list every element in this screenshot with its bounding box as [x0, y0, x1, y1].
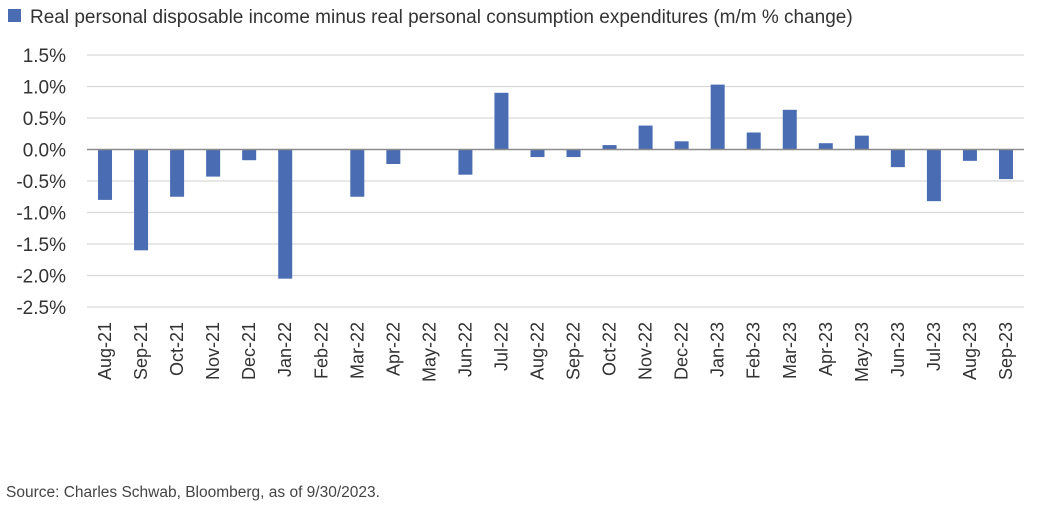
x-tick-label: May-23: [852, 322, 872, 382]
bar-apr-22: [386, 149, 401, 164]
x-tick-label: Nov-22: [636, 322, 656, 380]
bars: [98, 84, 1013, 279]
x-tick-label: Jun-22: [455, 322, 475, 377]
bar-apr-23: [818, 143, 833, 150]
bar-sep-22: [566, 149, 581, 158]
x-tick-label: May-22: [419, 322, 439, 382]
x-tick-label: Apr-23: [816, 322, 836, 376]
x-axis-tick-labels: Aug-21 Sep-21 Oct-21 Nov-21 Dec-21 Jan-22 Feb-…: [95, 322, 1016, 382]
bar-jul-22: [494, 92, 509, 150]
x-tick-label: Sep-22: [564, 322, 584, 380]
bar-may-23: [854, 135, 869, 150]
bar-jul-23: [926, 149, 941, 202]
x-tick-label: Sep-21: [131, 322, 151, 380]
y-tick-label: 1.5%: [23, 46, 66, 67]
x-tick-label: Mar-22: [347, 322, 367, 379]
x-tick-label: Aug-21: [95, 322, 115, 380]
x-tick-label: Jul-23: [924, 322, 944, 371]
y-axis-tick-labels: 1.5% 1.0% 0.5% 0.0% -0.5% -1.0% -1.5% -2.0% -2.5…: [16, 46, 66, 319]
bar-dec-22: [674, 141, 689, 150]
y-tick-label: -1.5%: [16, 235, 66, 256]
bar-aug-23: [962, 149, 977, 161]
x-tick-label: Oct-21: [167, 322, 187, 376]
x-tick-label: Dec-22: [672, 322, 692, 380]
x-tick-label: Aug-23: [960, 322, 980, 380]
x-tick-label: Jul-22: [491, 322, 511, 371]
y-tick-label: 1.0%: [23, 78, 66, 99]
bar-mar-22: [350, 149, 365, 197]
x-tick-label: Aug-22: [527, 322, 547, 380]
bar-oct-21: [170, 149, 185, 197]
bar-feb-23: [746, 132, 761, 150]
x-tick-label: Oct-22: [600, 322, 620, 376]
y-tick-label: -0.5%: [16, 172, 66, 193]
x-tick-label: Feb-23: [744, 322, 764, 379]
x-tick-label: Feb-22: [311, 322, 331, 379]
y-tick-label: -1.0%: [16, 204, 66, 225]
x-tick-label: Jan-22: [275, 322, 295, 377]
bar-aug-22: [530, 149, 545, 158]
y-tick-label: 0.0%: [23, 141, 66, 162]
legend: Real personal disposable income minus re…: [8, 7, 853, 28]
bar-nov-21: [206, 149, 221, 177]
bar-sep-21: [134, 149, 149, 251]
x-tick-label: Mar-23: [780, 322, 800, 379]
x-tick-label: Sep-23: [996, 322, 1016, 380]
y-tick-label: 0.5%: [23, 109, 66, 130]
x-tick-label: Jan-23: [708, 322, 728, 377]
legend-label: Real personal disposable income minus re…: [30, 7, 853, 28]
bar-jun-22: [458, 149, 473, 175]
y-tick-label: -2.5%: [16, 298, 66, 319]
bar-jan-22: [278, 149, 293, 279]
bar-mar-23: [782, 109, 797, 150]
bar-jan-23: [710, 84, 725, 150]
bar-aug-21: [98, 149, 113, 200]
bar-nov-22: [638, 125, 653, 150]
bar-sep-23: [998, 149, 1013, 180]
bar-oct-22: [602, 145, 617, 150]
x-tick-label: Apr-22: [383, 322, 403, 376]
bar-jun-23: [890, 149, 905, 168]
gridlines: [87, 54, 1024, 308]
y-tick-label: -2.0%: [16, 267, 66, 288]
x-tick-label: Nov-21: [203, 322, 223, 380]
x-tick-label: Dec-21: [239, 322, 259, 380]
x-tick-label: Jun-23: [888, 322, 908, 377]
legend-swatch: [8, 9, 21, 22]
bar-dec-21: [242, 149, 257, 161]
source-note: Source: Charles Schwab, Bloomberg, as of…: [6, 484, 380, 501]
